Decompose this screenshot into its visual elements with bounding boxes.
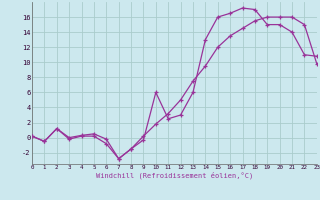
X-axis label: Windchill (Refroidissement éolien,°C): Windchill (Refroidissement éolien,°C) [96,172,253,179]
